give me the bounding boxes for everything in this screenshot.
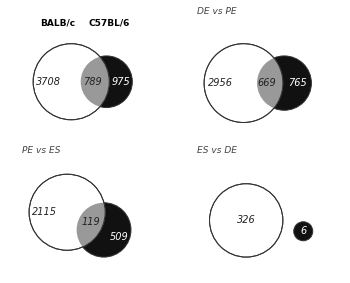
Text: ES vs DE: ES vs DE [197,146,237,155]
Text: C57BL/6: C57BL/6 [89,18,130,27]
Circle shape [29,174,105,250]
Circle shape [204,44,283,123]
Text: 669: 669 [258,78,276,88]
Circle shape [33,44,109,120]
Text: 975: 975 [111,77,130,87]
Text: 326: 326 [237,215,256,225]
Circle shape [257,56,312,110]
Circle shape [77,203,131,257]
Circle shape [210,184,283,257]
Text: 6: 6 [300,226,306,236]
Circle shape [77,203,131,257]
Text: 789: 789 [83,77,102,87]
Text: BALB/c: BALB/c [40,18,76,27]
Text: 119: 119 [82,217,101,227]
Circle shape [294,222,313,241]
Text: DE vs PE: DE vs PE [197,7,237,16]
Circle shape [257,56,312,110]
Text: 3708: 3708 [36,77,61,87]
Text: 2956: 2956 [208,78,233,88]
Text: 2115: 2115 [32,207,57,217]
Text: 765: 765 [288,78,307,88]
Text: PE vs ES: PE vs ES [22,146,61,155]
Text: 509: 509 [110,232,129,242]
Circle shape [81,56,132,108]
Circle shape [81,56,132,108]
